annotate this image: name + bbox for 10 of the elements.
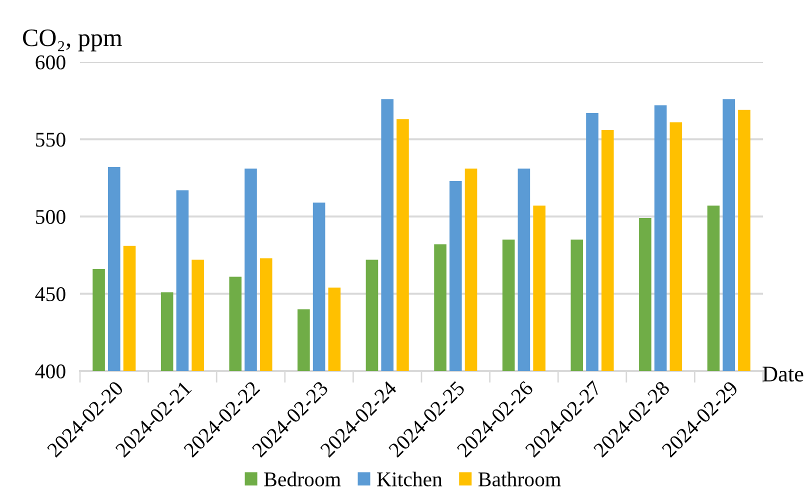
y-tick-label: 400 [35, 364, 66, 378]
legend-label: Kitchen [377, 472, 442, 486]
legend-label: Bedroom [264, 472, 341, 486]
y-tick-label: 600 [36, 55, 66, 70]
y-axis-title: CO₂, ppm [23, 29, 122, 52]
legend-label: Bathroom [478, 472, 561, 486]
x-axis-title: Date [762, 366, 804, 382]
y-tick-label: 500 [36, 210, 66, 224]
y-tick-label: 550 [36, 132, 66, 147]
y-tick-label: 450 [35, 287, 66, 302]
